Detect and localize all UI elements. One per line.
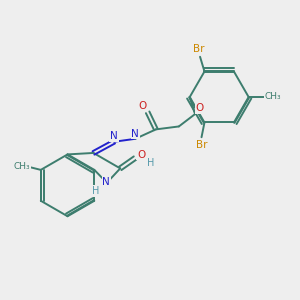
Text: CH₃: CH₃ [14,162,31,171]
Text: Br: Br [193,44,204,54]
Text: O: O [195,103,204,113]
Text: N: N [110,131,118,142]
Text: N: N [102,177,110,187]
Text: N: N [131,128,139,139]
Text: CH₃: CH₃ [265,92,281,101]
Text: H: H [148,158,155,167]
Text: H: H [92,186,99,196]
Text: O: O [137,150,146,160]
Text: Br: Br [196,140,207,150]
Text: O: O [138,101,146,111]
